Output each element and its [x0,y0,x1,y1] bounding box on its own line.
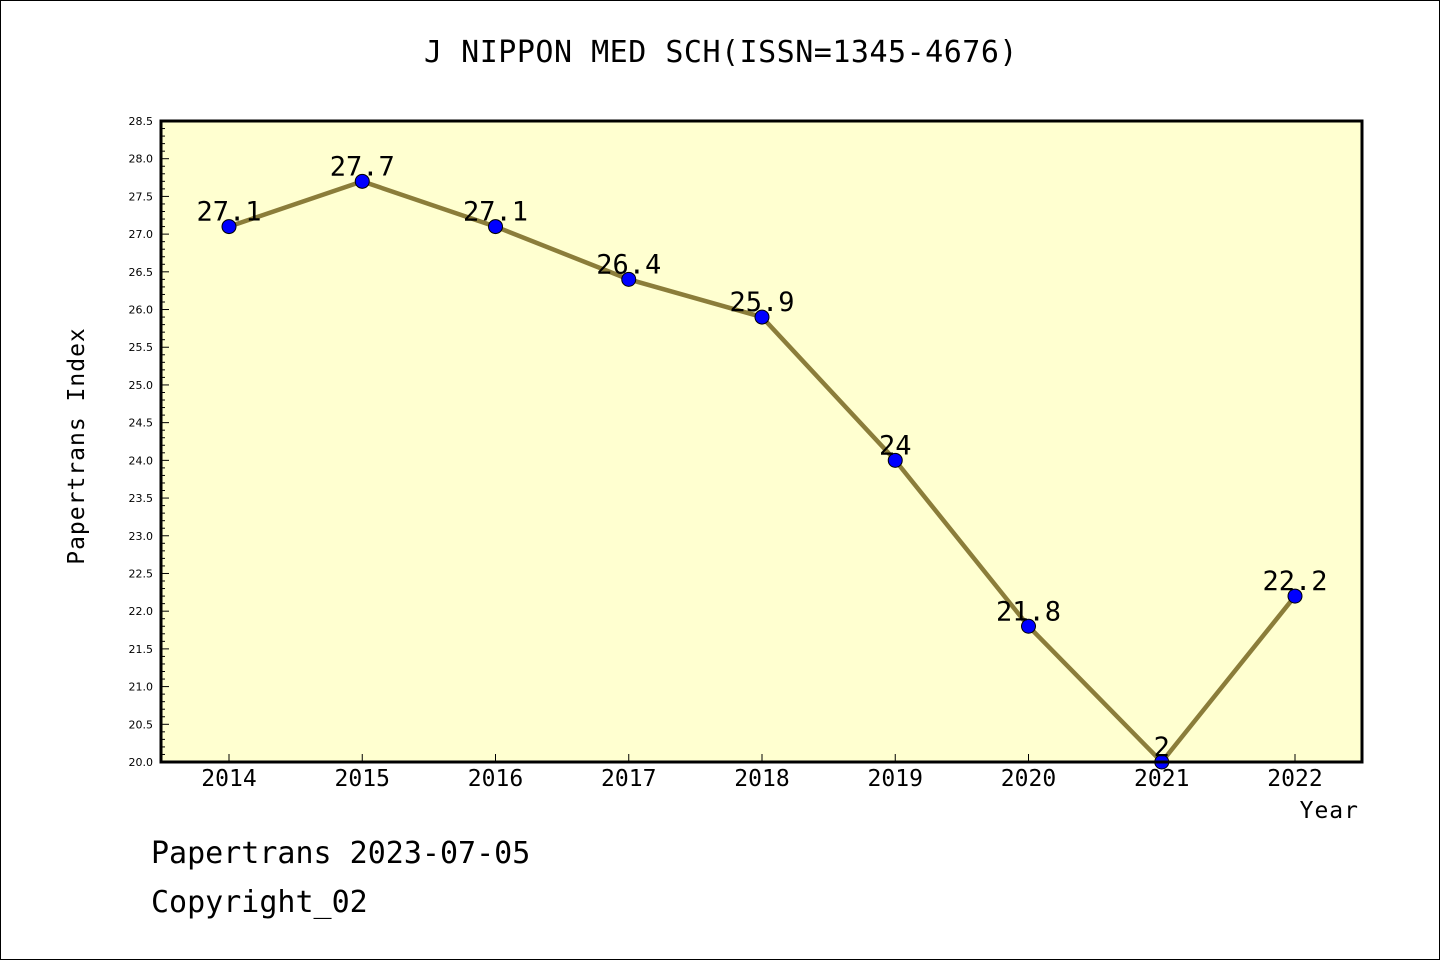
y-tick-label: 24.5 [129,417,154,430]
y-tick-label: 22.5 [129,567,154,580]
y-tick-label: 20.0 [129,756,154,769]
y-tick-label: 23.0 [129,530,154,543]
x-tick-label: 2022 [1267,766,1322,792]
data-point [1287,588,1303,604]
x-tick-label: 2018 [734,766,789,792]
x-tick-label: 2015 [335,766,390,792]
x-tick-label: 2014 [201,766,256,792]
footer-date: Papertrans 2023-07-05 [151,836,531,871]
data-point [488,219,503,235]
data-point [354,173,370,189]
data-label: 27.7 [330,151,395,182]
y-tick-label: 21.5 [129,643,154,656]
y-tick-label: 21.0 [129,681,154,694]
data-point [1021,618,1036,634]
data-label: 25.9 [729,287,794,318]
plot-background [161,121,1362,762]
data-point [754,309,770,325]
y-tick-label: 27.5 [129,190,154,203]
plot-border [159,119,1364,764]
data-label: 21.8 [996,596,1061,627]
data-label: 2 [1154,732,1170,763]
x-tick-label: 2016 [468,766,523,792]
data-point [621,271,637,287]
y-tick-label: 28.5 [129,115,154,128]
x-tick-label: 2019 [868,766,923,792]
x-tick-label: 2021 [1134,766,1189,792]
y-tick-label: 27.0 [129,228,154,241]
y-tick-label: 25.5 [129,341,154,354]
y-tick-label: 24.0 [129,454,154,467]
data-point [221,219,237,235]
y-tick-label: 20.5 [129,718,154,731]
y-tick-label: 23.5 [129,492,154,505]
data-label: 27.1 [463,197,528,228]
chart-title: J NIPPON MED SCH(ISSN=1345-4676) [424,35,1018,70]
data-label: 26.4 [596,249,661,280]
x-tick-label: 2020 [1001,766,1056,792]
data-label: 22.2 [1262,566,1327,597]
x-axis-label: Year [1299,798,1359,824]
x-tick-label: 2017 [601,766,656,792]
y-tick-label: 25.0 [129,379,154,392]
footer-copyright: Copyright_02 [151,885,368,920]
data-label: 24 [879,430,912,461]
y-tick-label: 26.5 [129,266,154,279]
y-tick-label: 28.0 [129,153,154,166]
data-point [887,452,903,468]
y-tick-label: 22.0 [129,605,154,618]
data-label: 27.1 [196,197,261,228]
y-tick-label: 26.0 [129,304,154,317]
